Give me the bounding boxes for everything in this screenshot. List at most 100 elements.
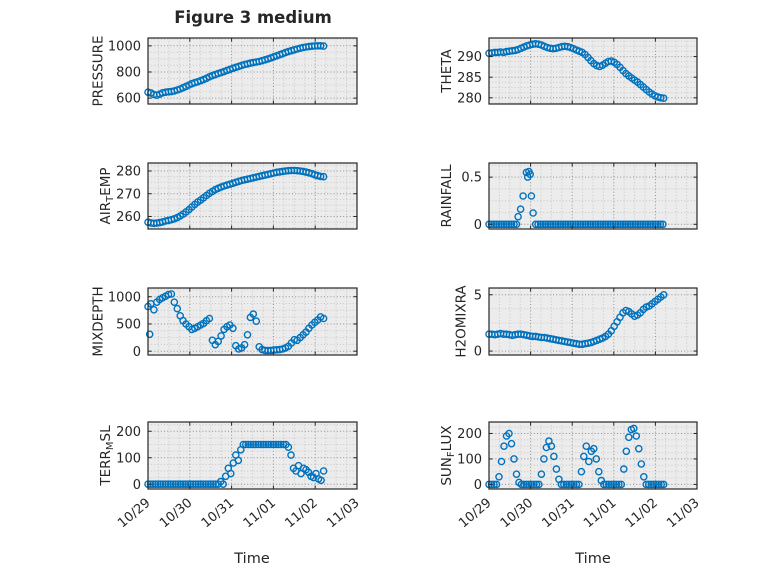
data-point <box>201 480 210 489</box>
data-point <box>624 433 633 442</box>
tick-marks <box>147 163 358 229</box>
data-point <box>531 220 540 229</box>
data-point <box>179 480 187 489</box>
data-point <box>514 212 522 221</box>
axes-box <box>488 37 698 105</box>
data-point <box>590 444 598 453</box>
axes-box <box>488 421 698 490</box>
x-tick-label: 11/03 <box>324 496 362 532</box>
data-point <box>243 331 252 339</box>
plot-sunflux: 0 100 200 10/29 10/30 10/31 11/01 11/02 11/03 SUN… <box>439 421 703 531</box>
data-point <box>634 444 643 453</box>
data-point <box>574 220 582 229</box>
data-point <box>611 220 620 229</box>
data-point <box>584 220 592 229</box>
data-point <box>164 480 172 489</box>
data-point <box>166 480 175 489</box>
data-point <box>589 220 597 229</box>
data-point <box>267 440 275 449</box>
data-point <box>219 480 227 489</box>
data-point <box>227 469 235 478</box>
y-tick-label: 100 <box>116 451 141 466</box>
minor-grid <box>148 163 357 229</box>
data-point <box>629 220 637 229</box>
data-point <box>316 42 325 50</box>
data-point <box>636 220 645 229</box>
y-tick-label: 285 <box>457 71 482 86</box>
data-point <box>579 220 587 229</box>
data-point <box>173 304 182 313</box>
data-point <box>536 220 545 229</box>
data-point <box>512 470 521 479</box>
subplot-theta: 280 285 290 THETA <box>439 37 698 106</box>
minor-grid <box>489 288 697 355</box>
x-axis-label-right: Time <box>575 551 611 567</box>
data-point <box>196 480 205 489</box>
x-axis-label-left: Time <box>234 551 270 567</box>
y-tick-label: 280 <box>457 91 482 106</box>
data-point <box>249 440 258 449</box>
x-tick-label: 11/02 <box>623 496 661 532</box>
data-point <box>264 440 273 449</box>
data-point <box>150 305 158 314</box>
data-point <box>659 480 668 489</box>
data-point <box>632 432 641 440</box>
y-tick-label: 500 <box>116 318 141 333</box>
data-point <box>169 480 177 489</box>
data-point <box>605 480 613 489</box>
data-point <box>562 480 571 489</box>
data-point <box>259 440 268 449</box>
data-point <box>564 220 572 229</box>
data-point <box>646 220 655 229</box>
data-point <box>619 220 627 229</box>
data-point <box>316 172 325 181</box>
axes-box <box>488 287 698 356</box>
data-point <box>637 460 646 468</box>
tick-marks <box>147 422 358 489</box>
data-point <box>654 480 663 489</box>
data-point <box>145 330 154 339</box>
data-point <box>621 220 630 229</box>
data-point <box>500 220 508 229</box>
data-point <box>487 480 496 489</box>
minor-grid <box>148 38 357 104</box>
data-point <box>565 480 573 489</box>
subplot-airtemp: 260 270 280 AIRTEMP <box>98 162 358 230</box>
data-point <box>609 220 617 229</box>
data-point <box>497 457 506 466</box>
data-point <box>189 480 197 489</box>
y-tick-label: 0 <box>474 345 482 360</box>
y-tick-label: 0 <box>474 218 482 233</box>
data-point <box>619 465 628 473</box>
x-tick-label: 10/31 <box>199 496 237 532</box>
data-point <box>204 480 213 489</box>
data-point <box>269 440 278 449</box>
data-point <box>642 480 650 489</box>
y-tick-label: 290 <box>457 50 482 65</box>
axes-box <box>488 162 698 230</box>
data-point <box>319 314 328 323</box>
data-point <box>607 480 616 489</box>
data-point <box>656 94 665 102</box>
data-point <box>649 220 657 229</box>
data-point <box>556 220 565 229</box>
tick-marks <box>147 288 358 355</box>
data-point <box>629 424 638 433</box>
data-point <box>552 465 561 473</box>
data-point <box>567 480 576 489</box>
data-point <box>532 480 541 489</box>
data-point <box>602 480 611 489</box>
y-tick-label: 260 <box>116 210 141 225</box>
x-tick-label: 11/03 <box>664 496 702 532</box>
data-point <box>561 220 570 229</box>
data-point <box>596 220 605 229</box>
data-point <box>659 220 667 229</box>
data-point <box>557 480 566 489</box>
data-point <box>500 442 508 451</box>
data-point <box>502 220 511 229</box>
